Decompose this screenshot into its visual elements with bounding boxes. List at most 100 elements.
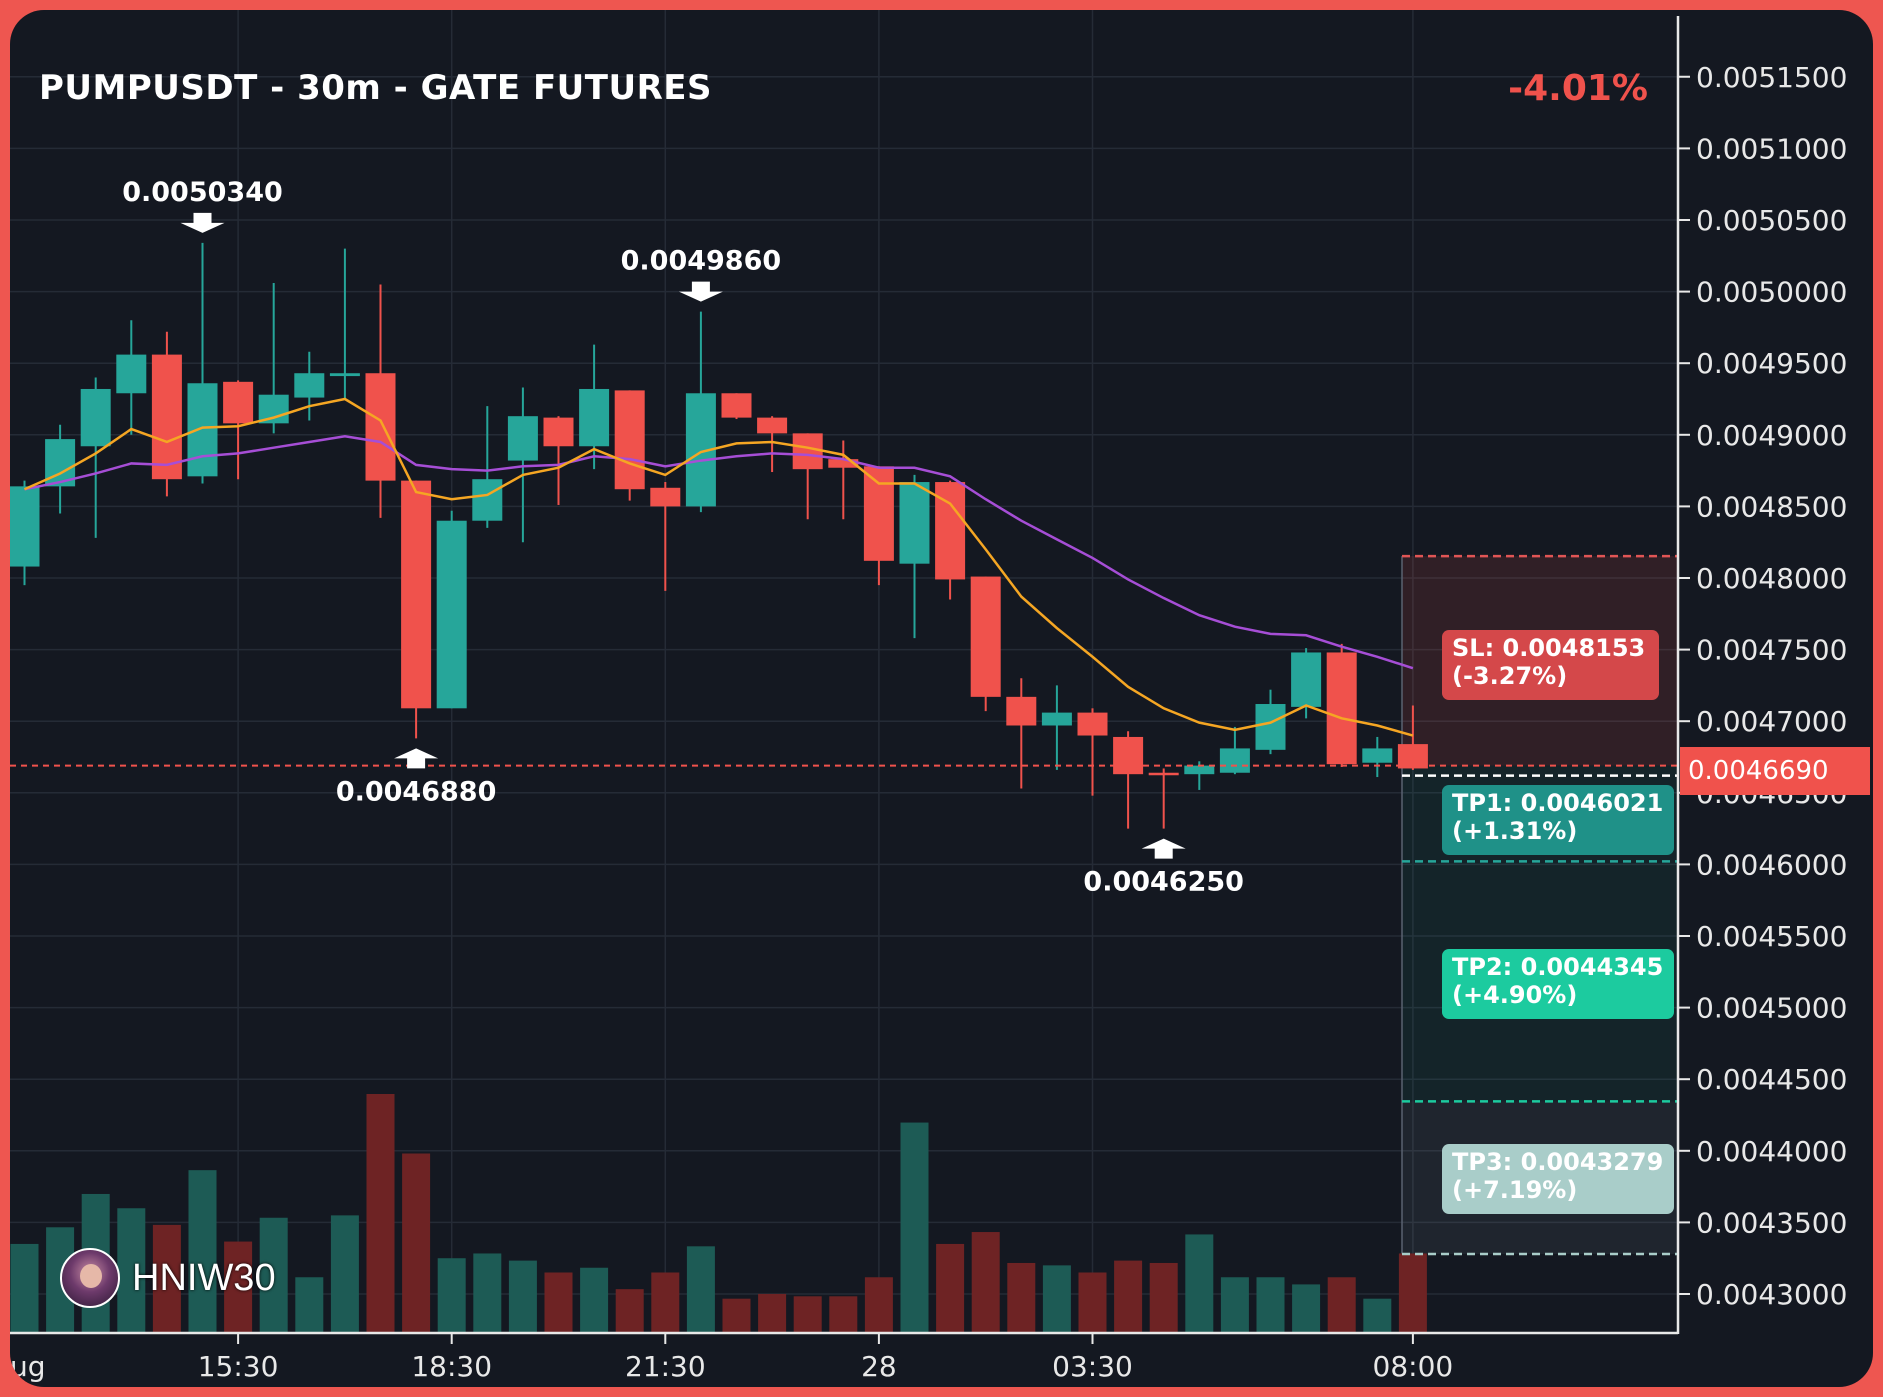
volume-bar (437, 1258, 466, 1332)
candle-body (757, 417, 788, 434)
x-tick-label: 18:30 (411, 1350, 492, 1383)
chart-frame: 0.0050340 0.0049860 0.0046880 0.0046250 0.0… (10, 10, 1873, 1387)
y-tick-label: 0.0048500 (1696, 490, 1847, 523)
volume-bar (1363, 1298, 1392, 1332)
y-tick-label: 0.0049500 (1696, 347, 1847, 380)
volume-bar (1042, 1265, 1071, 1332)
annotation-label: 0.0046880 (336, 776, 497, 807)
volume-bar (330, 1215, 359, 1332)
volume-bar (1149, 1262, 1178, 1332)
volume-bar (188, 1170, 217, 1332)
sl-price: SL: 0.0048153 (1452, 634, 1646, 662)
tp2-price: TP2: 0.0044345 (1452, 953, 1664, 981)
y-tick-label: 0.0049000 (1696, 419, 1847, 452)
candle-body (80, 388, 111, 447)
volume-bar (152, 1224, 181, 1332)
candle-body (223, 381, 254, 424)
candle-body (1291, 652, 1322, 707)
volume-bar (1398, 1253, 1427, 1332)
candle-body (10, 486, 40, 567)
volume-bar (1327, 1277, 1356, 1332)
volume-bar (686, 1246, 715, 1332)
volume-bar (10, 1243, 39, 1332)
volume-bar (793, 1296, 822, 1332)
take-profit-1-tag: TP1: 0.0046021 (+1.31%) (1442, 785, 1674, 855)
volume-bar (936, 1243, 965, 1332)
candle-body (507, 416, 538, 461)
low-arrow-icon (394, 748, 439, 769)
y-tick-label: 0.0044000 (1696, 1135, 1847, 1168)
volume-bar (615, 1289, 644, 1332)
grid (10, 10, 1678, 1332)
tp2-percent: (+4.90%) (1452, 981, 1578, 1009)
x-tick-label: 03:30 (1052, 1350, 1133, 1383)
moving-averages (23, 397, 1414, 737)
candle-body (1041, 712, 1072, 726)
candle-body (1148, 772, 1179, 776)
volume-bar (1007, 1262, 1036, 1332)
volume-bar (259, 1217, 288, 1332)
candle-body (329, 373, 360, 377)
candle-body (1397, 744, 1428, 769)
annotation-label: 0.0046250 (1083, 867, 1244, 898)
volume-bar (402, 1153, 431, 1332)
y-tick-label: 0.0045500 (1696, 920, 1847, 953)
volume-bar (1185, 1234, 1214, 1332)
candle-body (365, 373, 396, 481)
candle-body (1255, 704, 1286, 750)
candle-body (792, 433, 823, 470)
price-change: -4.01% (1508, 68, 1648, 109)
candle-body (579, 388, 610, 447)
volume-bar (900, 1122, 929, 1332)
candle-body (614, 390, 645, 490)
x-tick-label: 08:00 (1373, 1350, 1454, 1383)
annotation-label: 0.0049860 (621, 246, 782, 277)
take-profit-2-tag: TP2: 0.0044345 (+4.90%) (1442, 949, 1674, 1019)
tp1-percent: (+1.31%) (1452, 817, 1578, 845)
y-tick-label: 0.0051000 (1696, 132, 1847, 165)
high-arrow-icon (678, 281, 723, 302)
candle-body (1219, 748, 1250, 773)
volume-bar (1078, 1272, 1107, 1332)
stop-loss-tag: SL: 0.0048153 (-3.27%) (1442, 630, 1659, 700)
volume-bar (1292, 1284, 1321, 1332)
take-profit-3-tag: TP3: 0.0043279 (+7.19%) (1442, 1144, 1674, 1214)
volume-bar (366, 1094, 395, 1332)
volume-bar (829, 1296, 858, 1332)
candle-body (151, 354, 182, 480)
volume-bar (117, 1208, 146, 1332)
volume-bar (1114, 1260, 1143, 1332)
candle-body (970, 576, 1001, 697)
x-tick-label: 28 (861, 1350, 897, 1383)
y-tick-label: 0.0043500 (1696, 1206, 1847, 1239)
tp3-percent: (+7.19%) (1452, 1176, 1578, 1204)
annotation-label: 0.0050340 (122, 177, 283, 208)
ma-fast-line (23, 397, 1414, 737)
candle-body (401, 480, 432, 709)
volume-bar (758, 1293, 787, 1332)
high-arrow-icon (180, 212, 225, 233)
tp1-price: TP1: 0.0046021 (1452, 789, 1664, 817)
candle-body (543, 417, 574, 447)
volume-bar (971, 1232, 1000, 1332)
candle-body (899, 482, 930, 564)
candle-body (1184, 765, 1215, 775)
volume-bar (224, 1241, 253, 1332)
volume-bar (580, 1267, 609, 1332)
y-tick-label: 0.0047500 (1696, 634, 1847, 667)
x-tick-label: 15:30 (198, 1350, 279, 1383)
candle-body (436, 520, 467, 709)
candle-body (187, 383, 218, 477)
volume-bar (508, 1260, 537, 1332)
y-tick-label: 0.0045000 (1696, 992, 1847, 1025)
y-tick-label: 0.0047000 (1696, 705, 1847, 738)
volume-bar (1220, 1277, 1249, 1332)
volume-bar (295, 1277, 324, 1332)
y-tick-label: 0.0043000 (1696, 1278, 1847, 1311)
y-tick-label: 0.0044500 (1696, 1063, 1847, 1096)
volume-bar (473, 1253, 502, 1332)
x-tick-label: ug (10, 1350, 46, 1383)
volume-bar (864, 1277, 893, 1332)
x-tick-label: 21:30 (625, 1350, 706, 1383)
y-tick-label: 0.0048000 (1696, 562, 1847, 595)
